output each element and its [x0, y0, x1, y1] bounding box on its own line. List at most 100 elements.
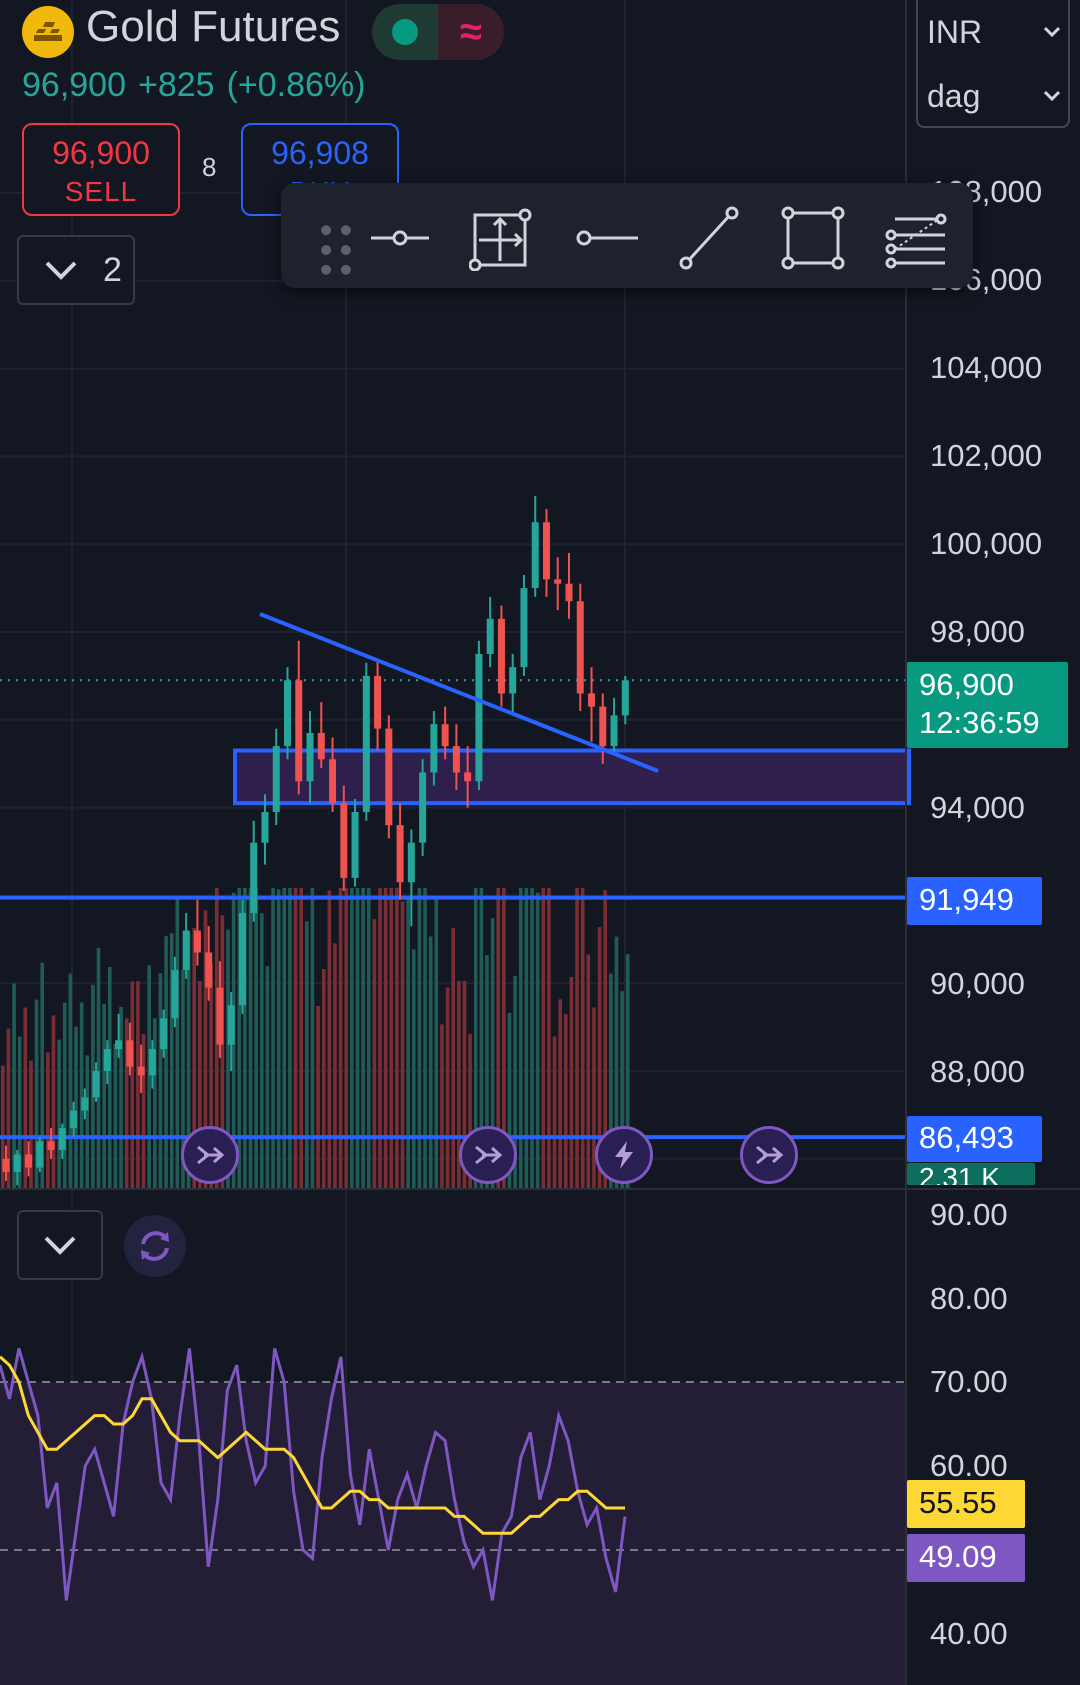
rectangle-icon[interactable]: [780, 205, 846, 271]
volume-bar: [327, 890, 332, 1188]
level-price-tag-2[interactable]: 86,493: [907, 1116, 1042, 1162]
level-price-tag-1[interactable]: 91,949: [907, 877, 1042, 925]
candle-body: [531, 522, 539, 589]
rsi-ma-line: [0, 1355, 625, 1535]
volume-bar: [580, 888, 585, 1188]
candle-body: [396, 825, 404, 883]
buy-button[interactable]: 96,908 BUY: [241, 123, 399, 216]
candle-body: [407, 842, 415, 883]
volume-bar: [411, 949, 416, 1188]
candle-body: [329, 759, 337, 804]
volume-bar: [158, 973, 163, 1188]
volume-bar: [12, 983, 16, 1188]
price-axis-label: 94,000: [930, 790, 1025, 825]
price-change: +825: [138, 66, 215, 104]
candle-body: [340, 803, 348, 878]
sell-button[interactable]: 96,900 SELL: [22, 123, 180, 216]
last-price: 96,900: [22, 66, 126, 104]
trend-line-icon[interactable]: [676, 205, 742, 271]
fib-retracement-icon[interactable]: [883, 205, 949, 271]
volume-bar: [530, 888, 534, 1188]
volume-bar: [248, 888, 253, 1188]
volume-bar: [310, 888, 315, 1188]
volume-bar: [575, 888, 579, 1188]
candle-body: [126, 1040, 134, 1067]
volume-bar: [40, 962, 45, 1188]
volume-bar: [147, 965, 151, 1188]
volume-bar: [237, 888, 242, 1188]
volume-bar: [1, 1065, 5, 1188]
price-change-pct: (+0.86%): [226, 66, 366, 104]
rsi-value-tag: 49.09: [907, 1534, 1025, 1582]
rsi-collapse-button[interactable]: [17, 1210, 103, 1280]
candle-body: [182, 930, 190, 971]
horizontal-line-icon[interactable]: [574, 205, 640, 271]
bar-countdown: 12:36:59: [919, 705, 1040, 740]
volume-bar: [68, 973, 73, 1188]
volume-bar: [423, 888, 427, 1188]
candle-body: [317, 732, 325, 760]
volume-bar: [288, 888, 292, 1188]
refresh-icon[interactable]: [124, 1215, 186, 1277]
volume-bar: [473, 888, 478, 1188]
candle-body: [295, 680, 303, 782]
volume-bar: [502, 888, 506, 1188]
move-frame-icon[interactable]: [468, 205, 535, 272]
candle-body: [81, 1097, 89, 1111]
volume-bar: [102, 1004, 106, 1188]
dividend-event-icon[interactable]: [181, 1126, 239, 1184]
support-zone-rectangle[interactable]: [233, 748, 911, 806]
volume-bar: [226, 929, 230, 1188]
price-axis-divider: [905, 0, 907, 1685]
trend-line[interactable]: [259, 612, 659, 773]
candle-body: [486, 618, 494, 654]
price-pane[interactable]: [0, 0, 1080, 1188]
volume-bar: [541, 888, 546, 1188]
price-axis-label: 102,000: [930, 438, 1043, 473]
drag-handle-icon[interactable]: [303, 217, 369, 283]
dividend-event-icon[interactable]: [740, 1126, 798, 1184]
volume-bar: [592, 1007, 596, 1188]
candle-body: [261, 811, 269, 843]
currency-select[interactable]: INR: [917, 0, 1071, 64]
volume-bar: [361, 888, 365, 1188]
volume-bar: [186, 933, 191, 1188]
dividend-event-icon[interactable]: [459, 1126, 517, 1184]
candle-body: [351, 811, 359, 878]
market-status-pill[interactable]: ≈: [372, 4, 504, 60]
candle-body: [13, 1154, 21, 1172]
volume-bar: [383, 888, 388, 1188]
candle-body: [599, 706, 607, 747]
volume-bar: [316, 1006, 320, 1188]
volume-bar: [169, 933, 174, 1188]
rsi-pane[interactable]: [0, 1190, 1080, 1685]
sell-price: 96,900: [52, 135, 150, 171]
volume-bar: [372, 919, 377, 1188]
volume-bar: [74, 1026, 78, 1188]
volume-bar: [350, 888, 354, 1188]
current-price-tag[interactable]: 96,900 12:36:59: [907, 662, 1068, 748]
volume-bar: [569, 977, 574, 1188]
candle-body: [385, 728, 393, 826]
volume-bar: [130, 981, 135, 1188]
candle-body: [475, 653, 483, 782]
volume-bar: [46, 1052, 50, 1188]
volume-bars: [1, 888, 630, 1188]
price-axis-label: 104,000: [930, 350, 1043, 385]
volume-bar: [597, 927, 602, 1188]
volume-bar: [271, 888, 275, 1188]
candle-body: [193, 930, 201, 953]
lightning-event-icon[interactable]: [595, 1126, 653, 1184]
interval-select[interactable]: dag: [917, 64, 1071, 128]
candle-body: [284, 680, 291, 747]
candlestick-series[interactable]: [2, 495, 629, 1186]
pane-divider[interactable]: [0, 1188, 1080, 1190]
horizontal-ray-icon[interactable]: [367, 205, 433, 271]
symbol-title[interactable]: Gold Futures: [86, 2, 341, 51]
volume-bar: [395, 888, 399, 1188]
buy-price: 96,908: [271, 135, 369, 171]
volume-bar: [513, 975, 517, 1188]
interval-value: dag: [927, 77, 981, 114]
legend-collapse-button[interactable]: 2: [17, 235, 135, 305]
